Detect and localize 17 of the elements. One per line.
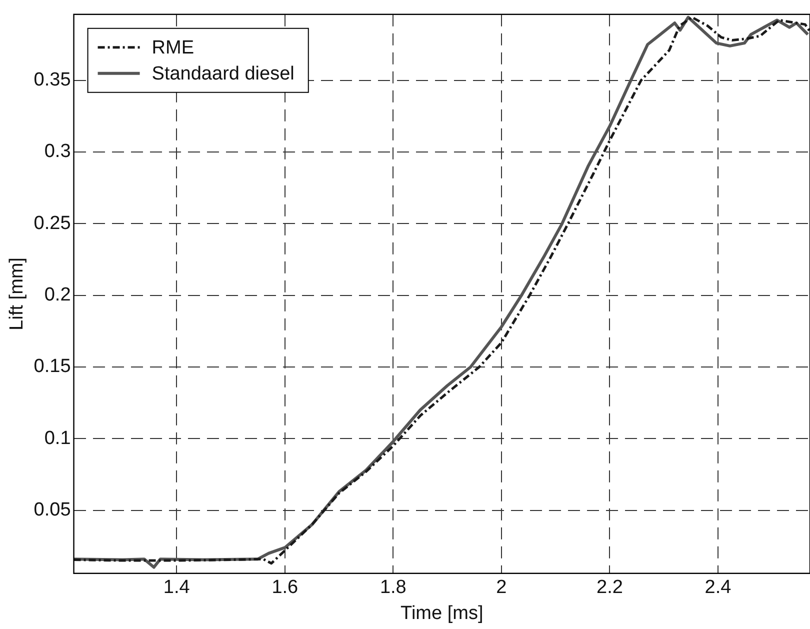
x-tick-label: 1.4 [163,577,190,598]
legend-label: Standaard diesel [152,64,294,85]
y-tick-label: 0.35 [34,70,71,91]
y-axis-title: Lift [mm] [6,257,28,330]
y-tick-label: 0.3 [44,141,71,162]
y-tick-label: 0.15 [34,356,71,378]
x-tick-label: 1.8 [380,577,406,598]
x-tick-label: 2.2 [596,577,623,598]
y-tick-label: 0.25 [34,212,71,234]
x-tick-label: 2 [496,577,507,598]
y-tick-label: 0.2 [44,284,71,306]
legend-label: RME [152,38,194,59]
x-tick-label: 2.4 [704,577,732,598]
x-axis-title: Time [ms] [400,602,484,624]
y-tick-label: 0.1 [44,428,71,449]
y-tick-label: 0.05 [34,500,71,521]
x-tick-label: 1.6 [272,577,298,598]
